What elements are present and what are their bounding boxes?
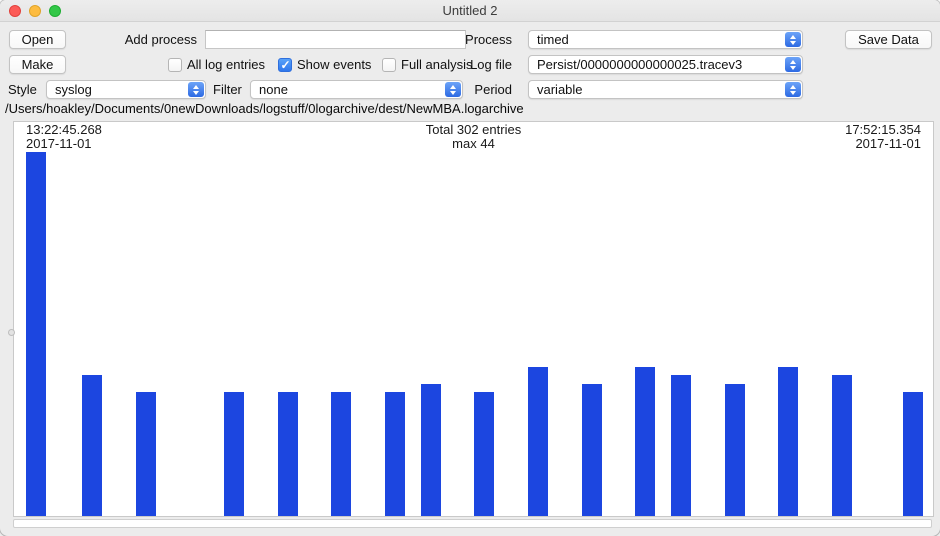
total-entries: Total 302 entries bbox=[425, 122, 522, 137]
style-select[interactable]: syslog bbox=[46, 80, 206, 99]
zoom-button[interactable] bbox=[49, 5, 61, 17]
histogram-bar bbox=[832, 375, 852, 516]
histogram-bar bbox=[224, 392, 244, 516]
max-value: max 44 bbox=[452, 136, 495, 151]
minimize-button[interactable] bbox=[29, 5, 41, 17]
title-bar: Untitled 2 bbox=[0, 0, 940, 22]
filter-label: Filter bbox=[213, 82, 242, 97]
histogram-bar bbox=[331, 392, 351, 516]
archive-path: /Users/hoakley/Documents/0newDownloads/l… bbox=[5, 101, 524, 116]
chart-start-label: 13:22:45.268 2017-11-01 bbox=[26, 123, 102, 151]
period-select[interactable]: variable bbox=[528, 80, 803, 99]
stepper-icon bbox=[785, 32, 801, 47]
end-time: 17:52:15.354 bbox=[845, 122, 921, 137]
checkbox-label: All log entries bbox=[187, 57, 266, 72]
stepper-icon bbox=[785, 82, 801, 97]
histogram-bar bbox=[136, 392, 156, 516]
chart-summary-label: Total 302 entries max 44 bbox=[14, 123, 933, 151]
histogram-bar bbox=[725, 384, 745, 516]
checkbox-show-events[interactable]: Show events bbox=[278, 55, 371, 74]
histogram-bar bbox=[421, 384, 441, 516]
process-select-value: timed bbox=[537, 32, 569, 47]
histogram-bar bbox=[474, 392, 494, 516]
start-time: 13:22:45.268 bbox=[26, 122, 102, 137]
close-button[interactable] bbox=[9, 5, 21, 17]
filter-select[interactable]: none bbox=[250, 80, 463, 99]
stepper-icon bbox=[188, 82, 204, 97]
histogram-bar bbox=[635, 367, 655, 516]
histogram-bar bbox=[671, 375, 691, 516]
process-select[interactable]: timed bbox=[528, 30, 803, 49]
checkbox-icon bbox=[382, 57, 396, 72]
histogram-bar bbox=[82, 375, 102, 516]
checkbox-label: Full analysis bbox=[401, 57, 473, 72]
histogram-bar bbox=[385, 392, 405, 516]
stepper-icon bbox=[445, 82, 461, 97]
checkbox-all-log-entries[interactable]: All log entries bbox=[168, 55, 265, 74]
traffic-lights bbox=[9, 5, 61, 17]
splitter-handle[interactable] bbox=[8, 329, 15, 336]
checkbox-label: Show events bbox=[297, 57, 372, 72]
period-label: Period bbox=[474, 82, 512, 97]
style-label: Style bbox=[8, 82, 37, 97]
histogram-bar bbox=[528, 367, 548, 516]
log-file-select[interactable]: Persist/0000000000000025.tracev3 bbox=[528, 55, 803, 74]
save-data-button[interactable]: Save Data bbox=[845, 30, 932, 49]
window-title: Untitled 2 bbox=[442, 3, 498, 18]
chart-end-label: 17:52:15.354 2017-11-01 bbox=[845, 123, 921, 151]
histogram-panel: 13:22:45.268 2017-11-01 Total 302 entrie… bbox=[13, 121, 934, 517]
log-file-label: Log file bbox=[470, 57, 512, 72]
bottom-status-field[interactable] bbox=[13, 519, 932, 528]
checkbox-icon bbox=[168, 57, 182, 72]
checkbox-icon bbox=[278, 57, 292, 72]
histogram-bar bbox=[26, 152, 46, 516]
histogram-bar bbox=[278, 392, 298, 516]
open-button[interactable]: Open bbox=[9, 30, 66, 49]
period-select-value: variable bbox=[537, 82, 583, 97]
add-process-input[interactable] bbox=[205, 30, 466, 49]
process-label: Process bbox=[465, 32, 512, 47]
make-button[interactable]: Make bbox=[9, 55, 66, 74]
histogram-bar bbox=[778, 367, 798, 516]
histogram-bar bbox=[903, 392, 923, 516]
start-date: 2017-11-01 bbox=[26, 136, 92, 151]
histogram bbox=[14, 122, 933, 516]
filter-select-value: none bbox=[259, 82, 288, 97]
add-process-label: Add process bbox=[124, 32, 197, 47]
histogram-bar bbox=[582, 384, 602, 516]
style-select-value: syslog bbox=[55, 82, 92, 97]
stepper-icon bbox=[785, 57, 801, 72]
end-date: 2017-11-01 bbox=[855, 136, 921, 151]
checkbox-full-analysis[interactable]: Full analysis bbox=[382, 55, 473, 74]
log-file-select-value: Persist/0000000000000025.tracev3 bbox=[537, 57, 743, 72]
